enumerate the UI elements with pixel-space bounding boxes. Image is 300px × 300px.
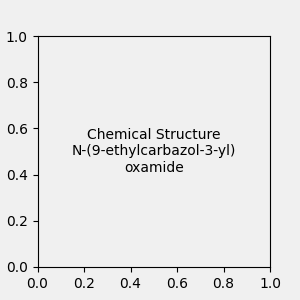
Text: Chemical Structure
N-(9-ethylcarbazol-3-yl)
oxamide: Chemical Structure N-(9-ethylcarbazol-3-… [72,128,236,175]
